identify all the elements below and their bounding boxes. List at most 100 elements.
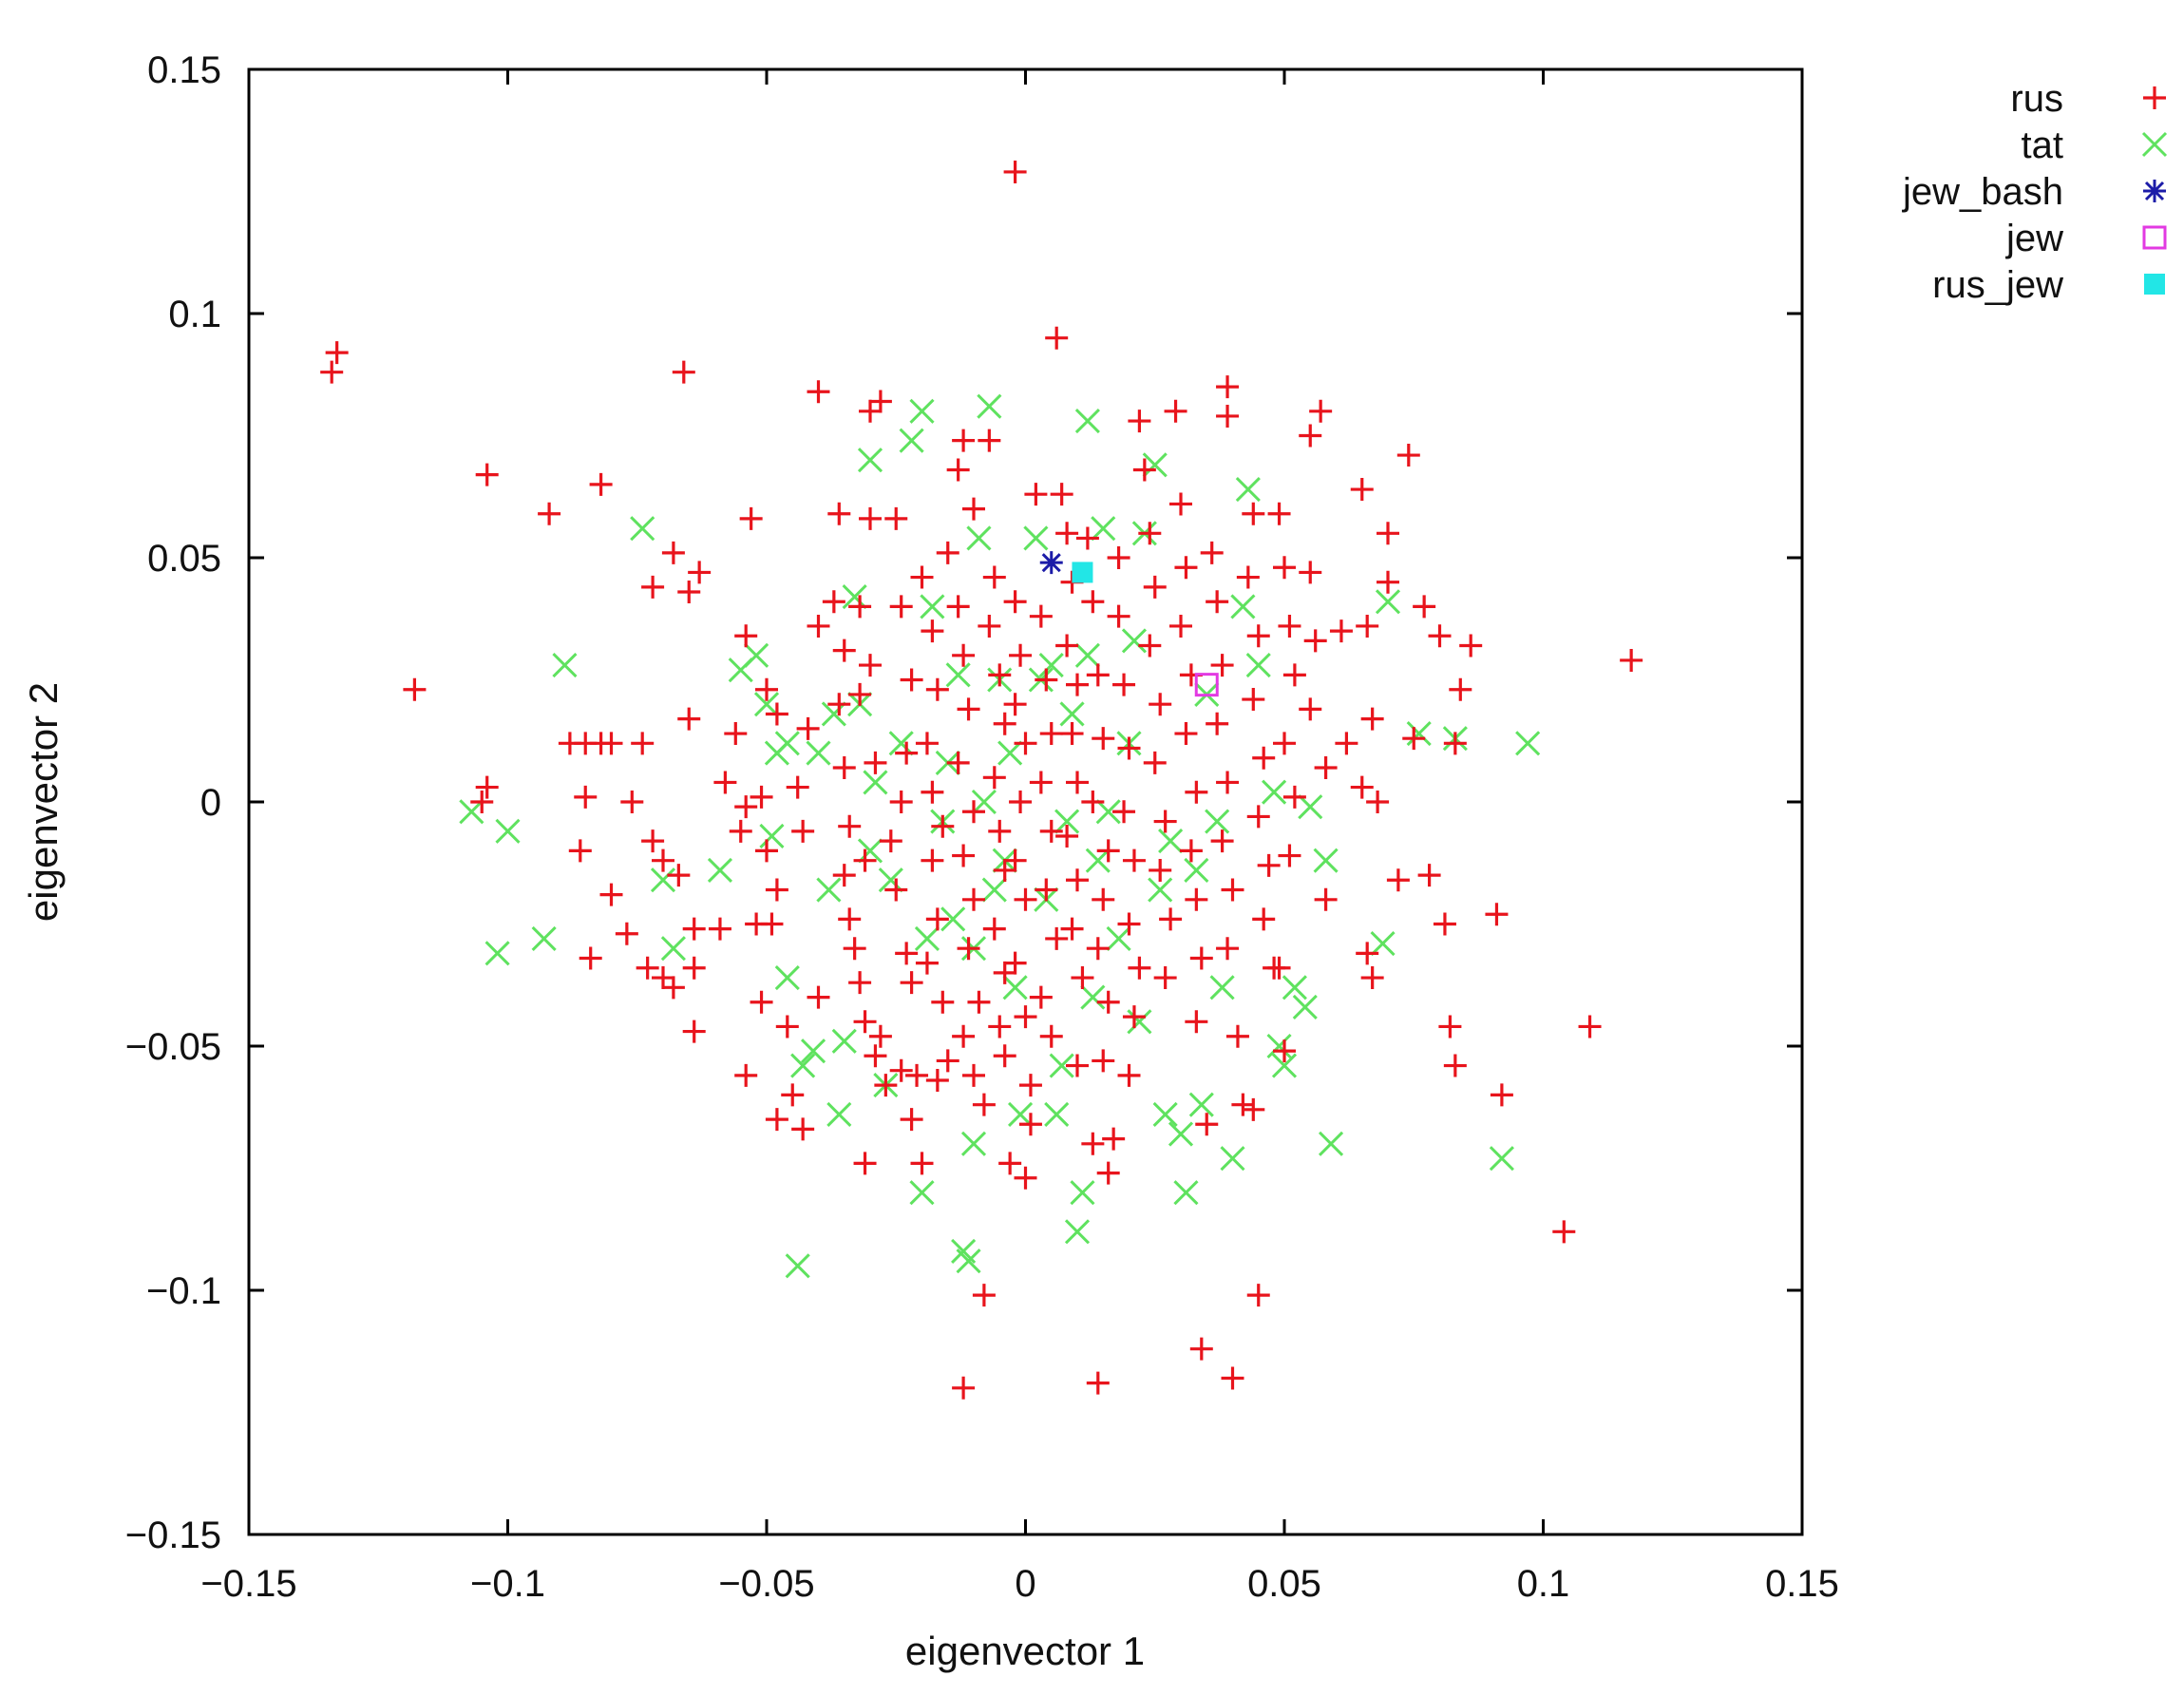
point-rus	[853, 1152, 877, 1175]
point-rus	[1003, 160, 1027, 183]
point-rus	[962, 800, 985, 824]
point-tat	[707, 857, 733, 884]
point-rus	[1459, 634, 1483, 657]
point-rus	[1179, 839, 1203, 863]
point-rus	[755, 677, 778, 701]
point-rus	[1081, 791, 1105, 813]
point-rus	[1055, 634, 1079, 657]
point-tat	[1106, 925, 1131, 951]
point-rus	[1143, 575, 1167, 599]
point-rus	[978, 614, 1001, 638]
point-tat	[785, 1253, 810, 1279]
point-rus	[889, 1058, 913, 1082]
y-tick-label: −0.1	[146, 1270, 221, 1312]
point-tat	[960, 1131, 987, 1156]
point-rus	[1443, 1054, 1467, 1077]
point-rus	[677, 707, 701, 731]
point-tat	[945, 662, 971, 688]
point-rus	[1003, 951, 1027, 975]
point-tat	[1188, 1092, 1214, 1117]
point-rus	[1009, 791, 1033, 813]
point-rus	[868, 390, 892, 413]
point-tat	[981, 877, 1007, 903]
point-rus	[1252, 746, 1276, 770]
point-rus	[750, 785, 773, 809]
point-rus	[755, 839, 778, 863]
point-tat	[878, 867, 903, 893]
point-rus	[1081, 590, 1105, 614]
point-rus	[1014, 887, 1037, 911]
point-tat	[1002, 975, 1028, 1000]
point-rus	[838, 907, 862, 931]
point-rus	[1102, 1127, 1126, 1151]
point-tat	[1184, 857, 1209, 884]
point-rus	[1066, 1054, 1089, 1077]
point-rus	[1143, 751, 1167, 774]
point-rus	[1039, 1024, 1063, 1048]
point-rus	[952, 643, 976, 667]
point-rus	[765, 878, 788, 902]
point-tat	[1313, 848, 1339, 873]
point-rus	[1009, 643, 1033, 667]
point-tat	[1406, 720, 1432, 747]
point-rus	[967, 990, 991, 1014]
point-rus	[574, 785, 598, 809]
point-rus	[1246, 624, 1270, 648]
point-rus	[874, 1074, 898, 1097]
point-tat	[1235, 476, 1261, 503]
point-rus	[1128, 410, 1151, 433]
point-rus	[1096, 990, 1120, 1014]
point-rus	[682, 1020, 706, 1043]
point-rus	[1159, 907, 1183, 931]
point-rus	[807, 380, 830, 404]
point-tat	[1074, 642, 1100, 668]
point-rus	[325, 341, 349, 365]
point-tat	[888, 731, 914, 756]
point-rus	[910, 1152, 934, 1175]
point-tat	[1059, 701, 1085, 727]
point-rus	[1174, 556, 1198, 580]
point-rus	[931, 990, 955, 1014]
axis-ticks	[247, 67, 1804, 1536]
point-rus	[868, 1024, 892, 1048]
point-rus	[1273, 1039, 1296, 1063]
point-rus	[1060, 917, 1084, 941]
point-rus	[832, 864, 856, 887]
point-rus	[807, 614, 830, 638]
y-tick-label: −0.15	[125, 1515, 221, 1556]
point-rus	[946, 458, 970, 482]
point-rus	[1185, 780, 1208, 804]
point-rus	[988, 663, 1012, 687]
point-rus	[1107, 546, 1130, 569]
point-rus	[925, 907, 949, 931]
point-rus	[734, 795, 758, 819]
point-rus	[1314, 756, 1338, 780]
point-rus	[1132, 458, 1156, 482]
point-tat	[966, 525, 992, 551]
point-rus	[1377, 570, 1399, 594]
point-rus	[946, 751, 970, 774]
point-tat	[1220, 1146, 1245, 1172]
point-tat	[1489, 1146, 1514, 1172]
point-tat	[899, 428, 924, 453]
point-rus	[1221, 1366, 1244, 1390]
point-tat	[774, 964, 800, 991]
point-rus	[1360, 966, 1384, 990]
point-tat	[1091, 516, 1116, 542]
point-rus	[848, 971, 872, 995]
point-rus	[1096, 1161, 1120, 1185]
x-tick-label: 0	[1015, 1563, 1035, 1605]
point-rus	[1210, 654, 1234, 677]
point-rus	[1350, 775, 1374, 799]
point-rus	[1117, 912, 1141, 936]
point-rus	[952, 429, 976, 452]
point-tat	[1515, 731, 1541, 756]
point-rus	[1278, 844, 1301, 867]
point-rus	[993, 1044, 1016, 1068]
point-rus	[1206, 590, 1229, 614]
point-rus	[641, 575, 665, 599]
point-rus	[1112, 800, 1136, 824]
point-tat	[1318, 1131, 1344, 1156]
point-rus	[993, 712, 1016, 735]
